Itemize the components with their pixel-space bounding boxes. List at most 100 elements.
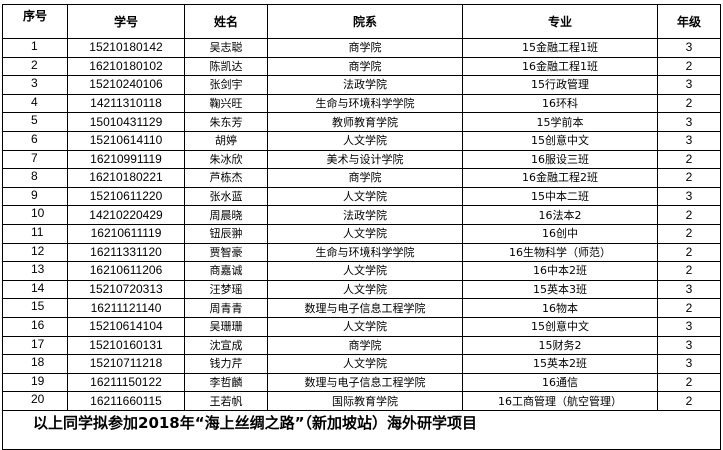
cell-grade: 3 (657, 316, 721, 337)
cell-name: 沈宣成 (184, 335, 268, 356)
cell-seq: 11 (2, 223, 68, 244)
cell-student-id: 16210180221 (67, 168, 185, 188)
cell-grade: 3 (657, 112, 721, 132)
cell-college: 法政学院 (267, 205, 463, 225)
cell-student-id: 14210220429 (67, 205, 185, 225)
cell-student-id: 15210611220 (67, 186, 185, 207)
cell-student-id: 16210611206 (67, 261, 185, 281)
table-row: 13 16210611206 商嘉诚 人文学院 16中本2班 2 (2, 261, 721, 281)
cell-name: 张水蓝 (184, 186, 268, 207)
cell-name: 张剑宇 (184, 75, 268, 95)
header-student-id: 学号 (67, 4, 185, 39)
cell-major: 16环科 (462, 93, 658, 114)
cell-seq: 2 (2, 56, 68, 77)
table-row: 15 16211121140 周青青 数理与电子信息工程学院 16物本 2 (2, 298, 721, 318)
cell-student-id: 15210180142 (67, 38, 185, 58)
cell-student-id: 15010431129 (67, 112, 185, 132)
cell-college: 人文学院 (267, 130, 463, 151)
cell-grade: 3 (657, 335, 721, 356)
cell-major: 16中本2班 (462, 261, 658, 281)
cell-major: 16创中 (462, 223, 658, 244)
cell-college: 生命与环境科学学院 (267, 93, 463, 114)
cell-major: 15行政管理 (462, 75, 658, 95)
cell-student-id: 16211150122 (67, 372, 185, 393)
cell-name: 朱东芳 (184, 112, 268, 132)
cell-college: 人文学院 (267, 279, 463, 300)
cell-college: 商学院 (267, 168, 463, 188)
cell-college: 美术与设计学院 (267, 149, 463, 170)
cell-name: 鞠兴旺 (184, 93, 268, 114)
table-row: 20 16211660115 王若帆 国际教育学院 16工商管理（航空管理） 2 (2, 391, 721, 411)
cell-college: 国际教育学院 (267, 391, 463, 411)
table-row: 9 15210611220 张水蓝 人文学院 15中本二班 3 (2, 186, 721, 207)
cell-college: 商学院 (267, 56, 463, 77)
table-row: 17 15210160131 沈宣成 商学院 15财务2 3 (2, 335, 721, 356)
cell-major: 16金融工程2班 (462, 168, 658, 188)
cell-seq: 9 (2, 186, 68, 207)
cell-seq: 14 (2, 279, 68, 300)
cell-student-id: 15210614110 (67, 130, 185, 151)
cell-grade: 3 (657, 130, 721, 151)
cell-student-id: 15210614104 (67, 316, 185, 337)
cell-college: 人文学院 (267, 261, 463, 281)
cell-college: 商学院 (267, 38, 463, 58)
cell-college: 人文学院 (267, 354, 463, 374)
cell-grade: 2 (657, 93, 721, 114)
table-row: 7 16210991119 朱冰欣 美术与设计学院 16服设三班 2 (2, 149, 721, 170)
cell-major: 16法本2 (462, 205, 658, 225)
table-row: 16 15210614104 吴珊珊 人文学院 15创意中文 3 (2, 316, 721, 337)
cell-student-id: 16211331120 (67, 242, 185, 263)
cell-grade: 3 (657, 279, 721, 300)
cell-name: 商嘉诚 (184, 261, 268, 281)
table-row: 11 16210611119 钮辰翀 人文学院 16创中 2 (2, 223, 721, 244)
cell-student-id: 14211310118 (67, 93, 185, 114)
cell-major: 16金融工程1班 (462, 56, 658, 77)
cell-name: 陈凯达 (184, 56, 268, 77)
cell-name: 朱冰欣 (184, 149, 268, 170)
cell-grade: 2 (657, 242, 721, 263)
cell-seq: 5 (2, 112, 68, 132)
cell-name: 钮辰翀 (184, 223, 268, 244)
cell-name: 贾智豪 (184, 242, 268, 263)
cell-grade: 3 (657, 38, 721, 58)
cell-student-id: 16210991119 (67, 149, 185, 170)
cell-seq: 15 (2, 298, 68, 318)
cell-college: 生命与环境科学学院 (267, 242, 463, 263)
table-row: 2 16210180102 陈凯达 商学院 16金融工程1班 2 (2, 56, 721, 77)
cell-name: 王若帆 (184, 391, 268, 411)
cell-seq: 7 (2, 149, 68, 170)
cell-name: 周晨晓 (184, 205, 268, 225)
cell-student-id: 16211660115 (67, 391, 185, 411)
cell-grade: 2 (657, 298, 721, 318)
cell-name: 李哲麟 (184, 372, 268, 393)
header-college: 院系 (267, 4, 463, 39)
cell-grade: 2 (657, 168, 721, 188)
cell-seq: 12 (2, 242, 68, 263)
cell-seq: 20 (2, 391, 68, 411)
cell-seq: 16 (2, 316, 68, 337)
table-row: 5 15010431129 朱东芳 教师教育学院 15学前本 3 (2, 112, 721, 132)
cell-student-id: 16211121140 (67, 298, 185, 318)
cell-name: 吴志聪 (184, 38, 268, 58)
table-row: 4 14211310118 鞠兴旺 生命与环境科学学院 16环科 2 (2, 93, 721, 114)
header-name: 姓名 (184, 4, 268, 39)
cell-college: 教师教育学院 (267, 112, 463, 132)
table-row: 10 14210220429 周晨晓 法政学院 16法本2 2 (2, 205, 721, 225)
cell-grade: 2 (657, 391, 721, 411)
cell-name: 芦栋杰 (184, 168, 268, 188)
cell-major: 15财务2 (462, 335, 658, 356)
cell-student-id: 16210180102 (67, 56, 185, 77)
table-row: 14 15210720313 汪梦瑶 人文学院 15英本3班 3 (2, 279, 721, 300)
cell-student-id: 16210611119 (67, 223, 185, 244)
cell-major: 15创意中文 (462, 130, 658, 151)
cell-seq: 17 (2, 335, 68, 356)
header-row: 序号 学号 姓名 院系 专业 年级 (2, 4, 721, 39)
cell-major: 15中本二班 (462, 186, 658, 207)
cell-grade: 2 (657, 223, 721, 244)
cell-seq: 1 (2, 38, 68, 58)
cell-name: 吴珊珊 (184, 316, 268, 337)
cell-college: 人文学院 (267, 186, 463, 207)
cell-grade: 2 (657, 149, 721, 170)
cell-student-id: 15210720313 (67, 279, 185, 300)
cell-student-id: 15210240106 (67, 75, 185, 95)
